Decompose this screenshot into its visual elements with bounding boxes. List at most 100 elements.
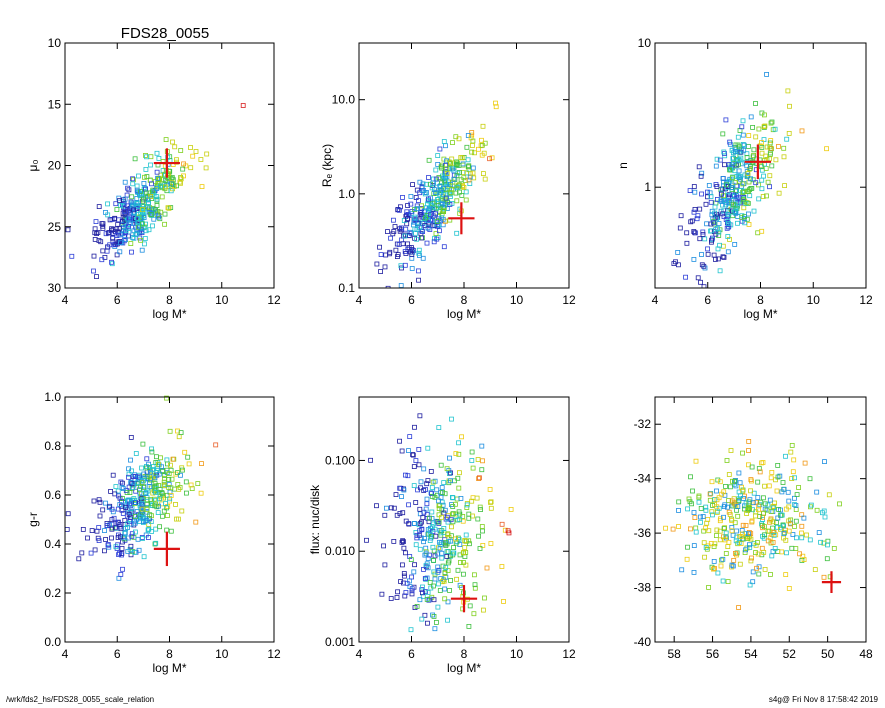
scatter-point — [411, 219, 417, 225]
scatter-point — [69, 253, 75, 259]
scatter-point — [744, 511, 749, 516]
scatter-point — [733, 205, 739, 211]
scatter-point — [140, 441, 146, 447]
scatter-point — [783, 506, 789, 512]
scatter-point — [102, 528, 107, 533]
scatter-point — [732, 149, 738, 155]
y-tick-label: -40 — [634, 635, 652, 649]
scatter-point — [441, 208, 446, 214]
scatter-point — [716, 221, 722, 227]
scatter-point — [464, 505, 470, 510]
scatter-point — [152, 489, 158, 495]
scatter-point — [457, 542, 463, 547]
scatter-point — [675, 249, 681, 255]
scatter-point — [685, 544, 690, 550]
scatter-point — [398, 225, 404, 231]
scatter-point — [709, 208, 715, 214]
scatter-point — [759, 228, 765, 234]
x-tick-label: 10 — [807, 293, 821, 307]
scatter-point — [738, 534, 744, 539]
scatter-point — [749, 478, 754, 484]
scatter-point — [708, 194, 714, 199]
scatter-point — [730, 182, 736, 188]
y-tick-label: 30 — [48, 281, 62, 295]
scatter-point — [137, 514, 143, 520]
scatter-point — [157, 216, 163, 222]
scatter-point — [767, 173, 773, 179]
scatter-point — [204, 151, 210, 157]
scatter-point — [450, 495, 456, 501]
scatter-point — [755, 540, 760, 545]
scatter-point — [762, 483, 767, 489]
scatter-point — [789, 476, 795, 482]
scatter-point — [421, 466, 427, 472]
scatter-point — [156, 155, 162, 161]
scatter-point — [822, 514, 828, 520]
scatter-point — [139, 503, 145, 509]
scatter-point — [150, 223, 155, 229]
scatter-point — [453, 190, 459, 196]
scatter-point — [784, 136, 790, 142]
scatter-point — [722, 162, 727, 168]
scatter-point — [428, 468, 434, 474]
scatter-point — [122, 179, 128, 185]
scatter-point — [711, 252, 717, 258]
scatter-point — [400, 194, 405, 200]
scatter-point — [121, 535, 126, 541]
scatter-point — [780, 480, 786, 485]
scatter-point — [117, 249, 123, 255]
scatter-point — [799, 523, 805, 529]
scatter-point — [162, 184, 168, 190]
scatter-point — [428, 212, 434, 218]
scatter-point — [769, 469, 775, 475]
scatter-point — [188, 145, 193, 150]
scatter-point — [724, 225, 730, 231]
scatter-point — [760, 194, 766, 199]
scatter-point — [136, 547, 142, 553]
scatter-point — [178, 180, 183, 186]
scatter-point — [731, 192, 736, 198]
scatter-point — [104, 523, 110, 528]
scatter-point — [772, 546, 778, 551]
scatter-point — [394, 595, 400, 600]
scatter-point — [462, 545, 468, 550]
x-tick-label: 8 — [166, 293, 173, 307]
scatter-point — [499, 521, 505, 527]
scatter-point — [691, 256, 697, 262]
scatter-point — [405, 473, 411, 479]
scatter-point — [118, 572, 124, 577]
y-axis-label: Rₑ (kpc) — [320, 144, 334, 187]
scatter-point — [747, 542, 752, 548]
scatter-point — [696, 499, 702, 505]
scatter-point — [461, 550, 467, 555]
scatter-point — [756, 507, 761, 513]
scatter-point — [429, 185, 435, 191]
scatter-point — [435, 161, 441, 167]
scatter-point — [742, 550, 748, 555]
y-tick-label: 0.4 — [44, 537, 61, 551]
scatter-point — [460, 550, 466, 556]
scatter-point — [750, 177, 756, 183]
scatter-point — [457, 189, 462, 195]
scatter-point — [737, 480, 743, 486]
scatter-point — [195, 481, 201, 487]
scatter-point — [788, 449, 794, 455]
y-tick-label: 0.1 — [338, 281, 355, 295]
scatter-point — [382, 562, 388, 568]
y-tick-label: 10.0 — [332, 93, 356, 107]
scatter-point — [727, 139, 733, 145]
scatter-point — [427, 515, 432, 521]
scatter-point — [769, 119, 775, 125]
scatter-point — [117, 502, 123, 507]
scatter-point — [744, 163, 750, 169]
scatter-point — [753, 550, 758, 555]
scatter-point — [765, 502, 771, 508]
scatter-point — [432, 526, 438, 532]
scatter-point — [745, 171, 751, 176]
scatter-point — [438, 164, 444, 170]
scatter-point — [163, 500, 169, 506]
scatter-point — [761, 495, 766, 501]
scatter-point — [174, 183, 180, 189]
scatter-point — [741, 205, 747, 211]
scatter-point — [436, 228, 442, 234]
